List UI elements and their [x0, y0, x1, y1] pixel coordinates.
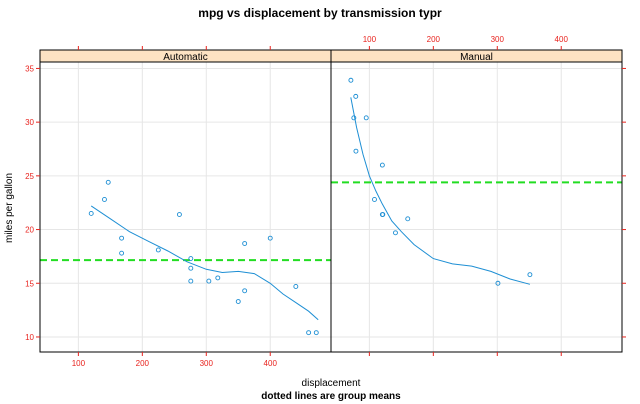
data-point	[267, 235, 273, 241]
data-point	[293, 284, 299, 289]
x-tick-label: 300	[200, 359, 214, 368]
y-tick-label: 35	[25, 64, 34, 73]
data-point	[188, 256, 194, 262]
y-axis-label: miles per gallon	[4, 173, 15, 243]
x-tick-label: 200	[136, 359, 150, 368]
data-point	[372, 197, 377, 202]
data-point	[242, 288, 248, 294]
chart-subtitle: dotted lines are group means	[261, 391, 401, 402]
data-point	[242, 241, 248, 246]
panel-border	[39, 61, 332, 353]
data-point	[119, 235, 125, 241]
y-tick-label: 30	[25, 118, 34, 127]
data-point	[527, 272, 533, 278]
data-point	[155, 247, 161, 253]
data-point	[393, 230, 398, 236]
data-point	[176, 212, 182, 217]
data-point	[495, 280, 501, 286]
loess-smooth-line	[90, 205, 319, 321]
panel-manual: Manual 100 200 300 400	[330, 35, 626, 356]
y-tick-label: 10	[25, 333, 34, 342]
data-point	[119, 250, 125, 256]
strip-label: Automatic	[163, 52, 207, 63]
plot-area: Automatic 100 200 300 400 10 15 20 25 30 35 Manual 1…	[25, 35, 626, 368]
x-tick-label: 100	[363, 35, 377, 44]
data-point	[306, 330, 312, 336]
data-point	[363, 115, 369, 121]
data-point	[188, 278, 194, 284]
data-point	[215, 275, 221, 281]
data-point	[353, 148, 359, 154]
x-tick-label: 100	[72, 359, 86, 368]
loess-smooth-line	[350, 97, 531, 285]
x-tick-label: 400	[555, 35, 569, 44]
data-point	[379, 162, 385, 168]
data-point	[235, 299, 241, 304]
data-point	[348, 77, 354, 83]
data-point	[313, 330, 319, 336]
x-tick-label: 400	[264, 359, 278, 368]
panel-automatic: Automatic 100 200 300 400 10 15 20 25 30 35	[25, 46, 332, 368]
data-point	[102, 197, 107, 202]
data-point	[206, 278, 212, 284]
data-point	[88, 210, 94, 216]
y-tick-label: 15	[25, 279, 34, 288]
x-axis-label: displacement	[302, 378, 361, 389]
y-tick-label: 25	[25, 172, 34, 181]
data-point	[188, 265, 194, 271]
strip-label: Manual	[460, 52, 493, 63]
data-point	[405, 216, 411, 222]
panel-border	[330, 61, 623, 353]
x-tick-label: 300	[491, 35, 505, 44]
data-point	[105, 179, 111, 185]
x-tick-label: 200	[427, 35, 441, 44]
data-point	[351, 115, 357, 121]
y-tick-label: 20	[25, 226, 34, 235]
data-point	[353, 93, 359, 99]
data-point	[379, 212, 385, 217]
chart-title: mpg vs displacement by transmission typr	[198, 6, 442, 20]
